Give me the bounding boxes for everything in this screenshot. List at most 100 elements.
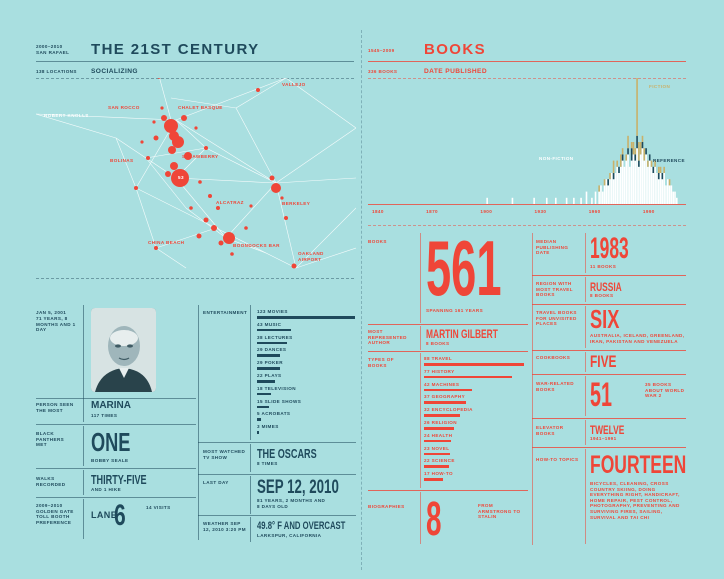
item-bar [424, 388, 472, 392]
nonfiction-bar [647, 166, 649, 204]
fiction-bar [639, 142, 642, 155]
list-item: 3 MIMES [257, 424, 355, 437]
fiction-bar [659, 166, 662, 173]
item-bar [424, 401, 467, 404]
reference-bar [627, 148, 629, 155]
section-socializing: SOCIALIZING [91, 68, 138, 75]
nonfiction-bar [670, 185, 673, 204]
list-item: 43 MUSIC [257, 322, 355, 335]
nonfiction-bar [607, 185, 609, 204]
cookbooks-value: FIVE [590, 352, 617, 371]
nonfiction-bar [676, 197, 678, 204]
reference-bar [648, 154, 651, 161]
fiction-bar [603, 179, 606, 186]
item-count: 43 [257, 321, 263, 327]
list-item: 88 TRAVEL [424, 356, 524, 369]
tv-sub: 8 TIMES [257, 461, 278, 466]
nonfiction-bar [618, 173, 620, 204]
nonfiction-bar [674, 191, 676, 204]
fiction-bar [654, 160, 656, 167]
reference-bar [638, 160, 640, 167]
nonfiction-bar [603, 185, 606, 204]
chart-label-fiction: FICTION [649, 84, 671, 89]
item-name: HEALTH [429, 432, 453, 438]
fiction-bar [598, 185, 600, 192]
fiction-bar [627, 135, 629, 149]
list-item: 42 MACHINES [424, 382, 524, 395]
item-count: 18 [257, 385, 263, 391]
reference-bar [634, 154, 637, 161]
nonfiction-bar [511, 197, 514, 204]
nonfiction-bar [668, 185, 671, 204]
item-name: ENCYCLOPEDIA [429, 407, 473, 413]
item-bar [257, 405, 269, 409]
nonfiction-bar [486, 197, 488, 204]
x-tick-label: 1960 [588, 209, 601, 214]
item-name: HISTORY [429, 368, 455, 374]
nonfiction-bar [565, 197, 568, 204]
item-name: PLAYS [262, 373, 282, 378]
nonfiction-bar [585, 191, 588, 204]
median-value: 1983 [590, 232, 629, 265]
books-label: BOOKS [368, 239, 387, 244]
person-seen-sub: 117 TIMES [91, 413, 118, 418]
unvisited-label: TRAVEL BOOKS FOR UNVISITED PLACES [536, 310, 577, 327]
bridge-label: 2009–2010 GOLDEN GATE TOLL BOOTH PREFERE… [36, 503, 74, 525]
types-chart: 88 TRAVEL 77 HISTORY 42 MACHINES 37 GEOGRAP… [424, 356, 528, 486]
nonfiction-bar [641, 148, 644, 204]
left-header-dates: 2000–2010 [36, 44, 63, 49]
map-label-bolinas: BOLINAS [110, 158, 134, 163]
last-day-sub: 81 YEARS, 2 MONTHS AND 8 DAYS OLD [257, 498, 326, 509]
item-count: 38 [257, 334, 263, 340]
item-count: 123 [257, 309, 266, 314]
region-sub: 8 BOOKS [590, 293, 614, 298]
bridge-lane-number: 6 [114, 499, 126, 532]
item-name: SCIENCE [429, 458, 455, 464]
item-name: MACHINES [429, 381, 460, 387]
x-tick-label: 1990 [642, 209, 655, 214]
item-bar [257, 380, 275, 383]
reference-bar [645, 148, 647, 155]
item-count: 29 [257, 360, 263, 366]
entertainment-label: ENTERTAINMENT [203, 310, 248, 315]
nonfiction-bar [609, 179, 611, 204]
item-count: 22 [424, 458, 430, 464]
nonfiction-bar [627, 154, 629, 204]
entertainment-chart: 123 MOVIES 43 MUSIC 38 LECTURES 29 DANCES 29… [257, 309, 357, 439]
list-item: 22 PLAYS [257, 373, 355, 386]
reference-bar [618, 166, 620, 173]
portrait-image [91, 308, 156, 392]
walks-label: WALKS RECORDED [36, 476, 66, 487]
list-item: 32 ENCYCLOPEDIA [424, 407, 524, 420]
chart-label-nonfiction: NON-FICTION [539, 156, 574, 161]
nonfiction-bar [591, 197, 593, 204]
fiction-bar [612, 160, 615, 173]
nonfiction-bar [573, 197, 575, 204]
nonfiction-bar [614, 173, 617, 204]
item-name: GEOGRAPHY [429, 394, 466, 400]
item-bar [257, 418, 261, 421]
war-value: 51 [590, 376, 612, 414]
x-tick-label: 1840 [372, 209, 384, 214]
map-label-berkeley: BERKELEY [282, 201, 311, 206]
list-item: 37 GEOGRAPHY [424, 394, 524, 407]
median-sub: 11 BOOKS [590, 264, 617, 269]
reference-bar [621, 154, 624, 161]
nonfiction-bar [643, 160, 646, 204]
nonfiction-bar [632, 154, 635, 204]
locations-count: 138 LOCATIONS [36, 69, 77, 74]
nonfiction-bar [620, 166, 622, 204]
nonfiction-bar [636, 148, 638, 204]
map-label-china-beach: CHINA BEACH [148, 240, 185, 245]
median-label: MEDIAN PUBLISHING DATE [536, 239, 569, 256]
nonfiction-bar [600, 185, 602, 204]
region-label: REGION WITH MOST TRAVEL BOOKS [536, 281, 573, 298]
list-item: 38 LECTURES [257, 335, 355, 348]
author-label: MOST REPRESENTED AUTHOR [368, 329, 407, 346]
fiction-bar [616, 160, 618, 167]
fiction-bar [668, 179, 671, 186]
item-bar [424, 452, 451, 456]
walks-sub: AND 1 HIKE [91, 487, 122, 492]
nonfiction-bar [650, 166, 653, 204]
fiction-bar [609, 173, 611, 180]
